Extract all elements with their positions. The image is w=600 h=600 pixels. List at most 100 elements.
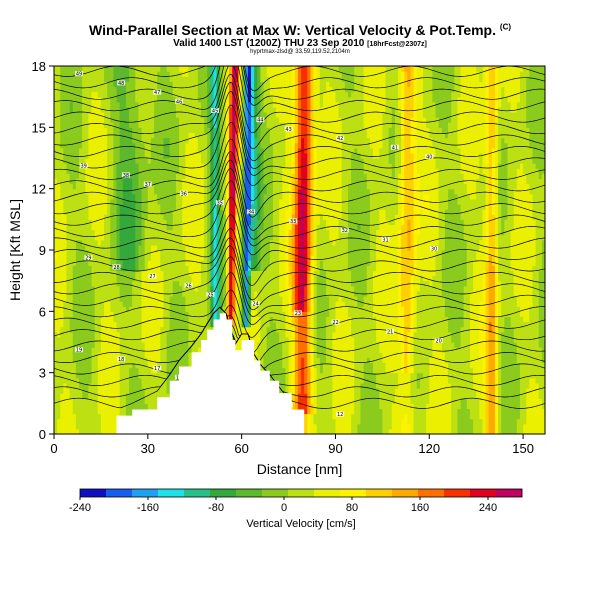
field-cell: [154, 388, 158, 394]
field-cell: [122, 234, 127, 241]
field-cell: [54, 403, 58, 410]
field-cell: [69, 117, 74, 123]
field-cell: [79, 301, 83, 307]
field-cell: [172, 101, 177, 108]
field-cell: [229, 306, 233, 312]
field-cell: [191, 142, 196, 149]
field-cell: [97, 183, 102, 190]
field-cell: [235, 290, 240, 297]
field-cell: [66, 219, 71, 226]
field-cell: [229, 275, 233, 282]
field-cell: [107, 142, 111, 149]
field-cell: [113, 306, 118, 312]
field-cell: [119, 183, 124, 190]
field-cell: [97, 214, 102, 220]
field-cell: [219, 106, 224, 113]
field-cell: [72, 183, 77, 190]
field-cell: [251, 250, 255, 256]
field-cell: [100, 275, 105, 282]
field-cell: [110, 311, 115, 318]
field-cell: [94, 418, 99, 425]
field-cell: [57, 239, 61, 246]
field-cell: [200, 158, 205, 164]
field-cell: [219, 132, 224, 139]
field-cell: [188, 275, 193, 282]
field-cell: [247, 260, 252, 266]
field-cell: [257, 132, 262, 139]
field-cell: [213, 239, 218, 246]
field-cell: [85, 290, 89, 297]
field-cell: [216, 311, 221, 318]
field-cell: [72, 66, 77, 72]
field-cell: [116, 239, 121, 246]
field-cell: [132, 81, 136, 88]
field-cell: [54, 96, 58, 103]
field-cell: [88, 362, 93, 369]
field-cell: [104, 423, 108, 430]
field-cell: [144, 352, 149, 358]
field-cell: [182, 86, 186, 93]
field-cell: [232, 270, 236, 277]
field-cell: [266, 198, 271, 205]
field-cell: [135, 158, 140, 164]
field-cell: [163, 224, 168, 231]
field-cell: [194, 321, 199, 328]
field-cell: [182, 229, 186, 236]
field-cell: [204, 301, 208, 307]
field-cell: [138, 142, 143, 149]
field-cell: [72, 214, 77, 220]
field-cell: [169, 122, 174, 128]
field-cell: [141, 270, 146, 277]
field-cell: [147, 66, 152, 72]
field-cell: [160, 347, 165, 353]
field-cell: [91, 336, 96, 343]
field-cell: [182, 178, 186, 185]
field-cell: [104, 260, 108, 266]
field-cell: [88, 91, 93, 98]
field-cell: [72, 234, 77, 241]
field-cell: [63, 367, 68, 374]
field-cell: [147, 188, 152, 195]
field-cell: [72, 204, 77, 210]
field-cell: [141, 188, 146, 195]
field-cell: [160, 101, 165, 108]
field-cell: [72, 86, 77, 93]
field-cell: [169, 137, 174, 144]
field-cell: [247, 270, 252, 277]
field-cell: [172, 377, 177, 384]
field-cell: [191, 244, 196, 251]
field-cell: [154, 255, 158, 261]
field-cell: [204, 152, 208, 159]
field-cell: [66, 183, 71, 190]
field-cell: [191, 112, 196, 118]
field-cell: [135, 250, 140, 256]
field-cell: [172, 347, 177, 353]
field-cell: [172, 112, 177, 118]
field-cell: [257, 71, 262, 77]
field-cell: [113, 357, 118, 364]
field-cell: [54, 255, 58, 261]
field-cell: [157, 178, 161, 185]
field-cell: [91, 122, 96, 128]
field-cell: [172, 122, 177, 128]
field-cell: [72, 393, 77, 399]
field-cell: [132, 367, 136, 374]
field-cell: [188, 316, 193, 323]
field-cell: [75, 290, 80, 297]
field-cell: [160, 219, 165, 226]
field-cell: [200, 316, 205, 323]
field-cell: [113, 76, 118, 82]
field-cell: [197, 137, 202, 144]
field-cell: [157, 331, 161, 338]
field-cell: [129, 101, 133, 108]
field-cell: [222, 152, 227, 159]
field-cell: [182, 255, 186, 261]
field-cell: [107, 158, 111, 164]
field-cell: [179, 342, 183, 348]
field-cell: [135, 316, 140, 323]
field-cell: [194, 270, 199, 277]
field-cell: [60, 66, 64, 72]
field-cell: [63, 418, 68, 425]
field-cell: [110, 214, 115, 220]
field-cell: [229, 76, 233, 82]
